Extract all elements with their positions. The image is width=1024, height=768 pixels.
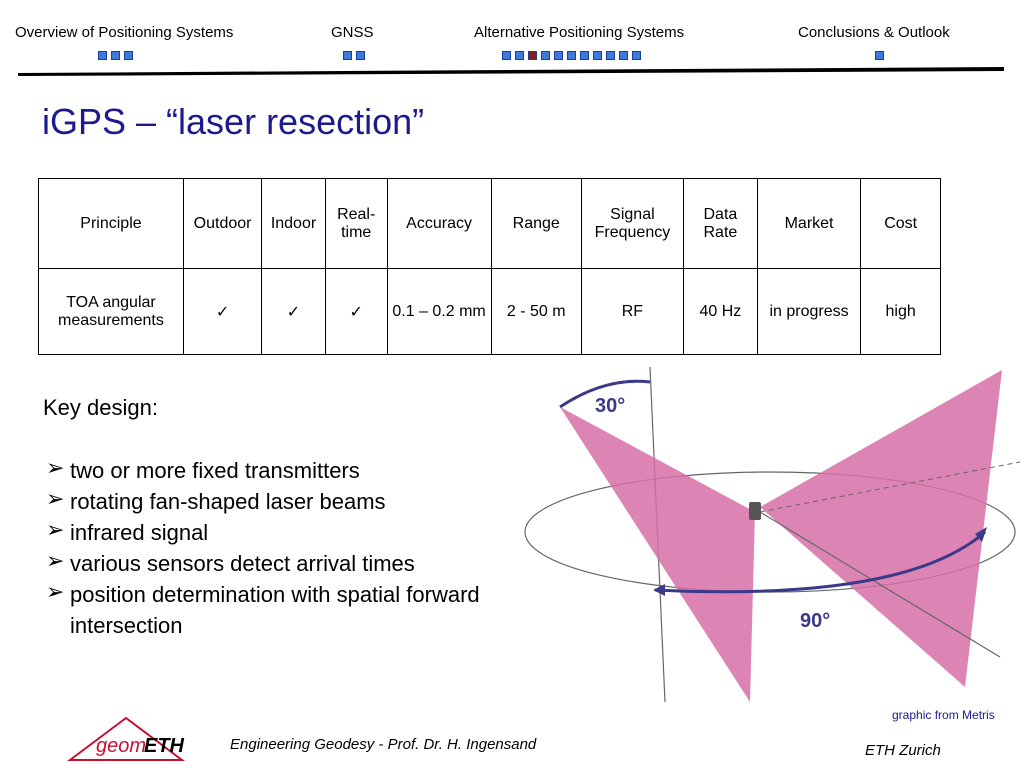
table-cell: ✓ [324,268,388,355]
header-cell: Principle [38,178,184,269]
table: Principle Outdoor Indoor Real-time Accuracy R… [38,178,941,355]
header-cell: Real-time [324,178,388,269]
bullet-item: ➢ position determination with spatial for… [46,579,486,641]
bullet-icon: ➢ [46,548,65,573]
header-cell: Outdoor [182,178,263,269]
key-design-heading: Key design: [43,395,158,420]
figure-credit: graphic from Metris [892,708,995,722]
header-cell: Indoor [261,178,326,269]
bullet-icon: ➢ [46,517,65,542]
logo: geom ETH [67,716,185,761]
slide-title: iGPS – “laser resection” [42,101,425,142]
bullet-icon: ➢ [46,486,65,511]
logo-text: ETH [144,735,185,757]
header-cell: Cost [860,178,941,269]
nav-item[interactable]: Overview of Positioning Systems [15,24,234,41]
nav-item[interactable]: Conclusions & Outlook [798,24,950,41]
table-cell: in progress [756,268,862,355]
slide-dots [502,51,641,61]
bullet-icon: ➢ [46,455,65,480]
bullet-text: two or more fixed transmitters [70,458,360,483]
bullet-text: rotating fan-shaped laser beams [70,489,386,514]
header-cell: Accuracy [386,178,492,269]
table-cell: RF [580,268,685,355]
table-cell: high [860,268,941,355]
logo-text: geom [96,735,146,757]
footer-text: Engineering Geodesy - Prof. Dr. H. Ingen… [230,736,537,753]
bullet-item: ➢ rotating fan-shaped laser beams [46,486,486,517]
bullet-text: position determination with spatial forw… [70,582,480,638]
angle-label: 90° [800,610,830,632]
slide-dots [875,51,884,61]
table-cell: 40 Hz [683,268,758,355]
bullet-item: ➢ two or more fixed transmitters [46,455,486,486]
footer-institution: ETH Zurich [865,742,941,759]
nav-item[interactable]: Alternative Positioning Systems [474,24,685,41]
header-cell: Range [490,178,582,269]
figure: 30° 90° [524,366,1021,703]
table-cell: ✓ [182,268,263,355]
table-cell: ✓ [261,268,326,355]
table-cell: 2 - 50 m [490,268,582,355]
header-cell: Data Rate [683,178,758,269]
nav-item[interactable]: GNSS [331,24,374,41]
table-cell: 0.1 – 0.2 mm [386,268,492,355]
slide-dots [343,51,365,61]
header-cell: Signal Frequency [580,178,685,269]
bullet-text: various sensors detect arrival times [70,551,415,576]
header-rule [18,67,1004,76]
header-cell: Market [756,178,862,269]
angle-label: 30° [595,395,625,417]
bullet-icon: ➢ [46,579,65,604]
bullet-text: infrared signal [70,520,209,545]
slide-dots [98,51,133,61]
table-cell: TOA angular measurements [38,268,184,355]
bullet-item: ➢ various sensors detect arrival times [46,548,486,579]
bullet-item: ➢ infrared signal [46,517,486,548]
